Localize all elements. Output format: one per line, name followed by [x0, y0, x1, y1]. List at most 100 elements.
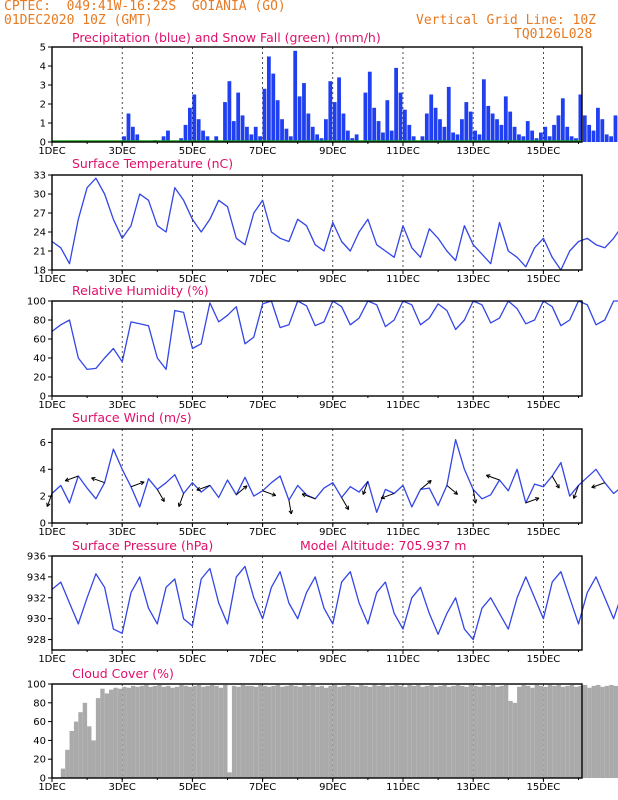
rh-ytick-label: 60	[33, 335, 46, 346]
precip-bar	[275, 100, 280, 142]
cloud-bar	[148, 686, 153, 778]
cloud-bar	[609, 684, 614, 778]
pressure-xtick-label: 9DEC	[319, 654, 346, 665]
precip-bar	[468, 111, 473, 142]
precip-bar	[324, 119, 328, 142]
wind-arrow-head	[64, 477, 70, 482]
wind-arrow	[446, 485, 458, 495]
precip-xtick-label: 5DEC	[179, 146, 206, 157]
cloud-bar	[117, 688, 123, 778]
cloud-bar	[473, 685, 478, 778]
rh-ytick-label: 40	[33, 354, 46, 365]
cloud-bar	[381, 684, 386, 778]
wind-arrow	[288, 500, 292, 515]
wind-arrow-head	[453, 490, 459, 495]
cloud-bar	[297, 686, 303, 778]
precip-xtick-label: 3DEC	[109, 146, 136, 157]
cloud-bar	[310, 684, 316, 778]
temp-frame	[51, 174, 583, 271]
cloud-bar	[359, 684, 364, 778]
cloud-bar	[319, 685, 325, 778]
precip-bar	[297, 96, 302, 142]
cloud-ytick-label: 100	[27, 680, 46, 691]
precip-bar	[258, 136, 262, 142]
precip-ytick-label: 2	[40, 100, 46, 111]
cloud-bar	[495, 686, 500, 778]
pressure-xtick-label: 1DEC	[38, 654, 65, 665]
rh-xtick-label: 9DEC	[319, 400, 346, 411]
cloud-bar	[201, 686, 206, 778]
precip-bar	[534, 138, 539, 142]
cloud-bar	[517, 686, 522, 778]
cloud-bar	[144, 684, 149, 778]
precip-bar	[266, 56, 271, 142]
precip-bar	[495, 119, 499, 142]
wind-arrow-head	[427, 479, 432, 485]
wind-arrow-head	[572, 494, 577, 499]
wind-arrow-head	[91, 476, 96, 482]
cloud-bar	[104, 693, 110, 778]
cloud-bar	[350, 685, 355, 778]
wind-arrow-head	[288, 509, 293, 515]
temp-xtick-label: 11DEC	[386, 274, 420, 285]
precip-ytick-label: 5	[40, 43, 46, 54]
pressure-ytick-label: 932	[27, 593, 46, 604]
precip-bar	[455, 134, 460, 142]
wind-arrow	[262, 490, 276, 497]
precip-bar	[473, 130, 477, 142]
rh-ytick-label: 100	[27, 297, 46, 308]
cloud-bar	[503, 684, 509, 778]
cloud-bar	[407, 684, 412, 778]
temp-xtick-label: 3DEC	[109, 274, 136, 285]
cloud-bar	[481, 684, 487, 778]
cloud-bar	[337, 686, 342, 778]
precip-bar	[354, 134, 359, 142]
cloud-bar	[385, 686, 390, 778]
precip-bar	[464, 102, 469, 142]
precip-bar	[166, 130, 170, 142]
precip-bar	[332, 102, 337, 142]
cloud-bar	[596, 684, 601, 778]
wind-arrow-head	[140, 480, 145, 486]
cloud-bar	[499, 685, 504, 778]
temp-ytick-label: 33	[33, 171, 46, 182]
cloud-bar	[258, 684, 263, 778]
cloud-bar	[253, 686, 259, 778]
grid-note: Vertical Grid Line: 10Z	[416, 13, 597, 28]
cloud-xtick-label: 15DEC	[527, 782, 561, 793]
cloud-bar	[161, 686, 167, 778]
precip-bar	[582, 115, 587, 142]
wind-arrow	[91, 477, 105, 484]
temp-xtick-label: 13DEC	[456, 274, 490, 285]
cloud-bar	[126, 687, 131, 778]
wind-arrow	[380, 492, 395, 499]
precip-bar	[271, 73, 276, 142]
precip-bar	[302, 83, 306, 142]
pressure-ytick-label: 928	[27, 635, 46, 646]
rh-ytick-label: 80	[33, 316, 46, 327]
precip-bar	[310, 126, 315, 142]
cloud-bar	[91, 740, 96, 778]
wind-arrow	[551, 475, 560, 489]
rh-xtick-label: 13DEC	[456, 400, 490, 411]
cloud-bar	[424, 685, 430, 778]
precip-bar	[442, 126, 447, 142]
wind-arrow	[130, 481, 145, 488]
precip-bar	[424, 113, 429, 142]
wind-arrow-head	[472, 499, 478, 504]
precip-bar	[420, 136, 425, 142]
precip-bar	[600, 119, 605, 142]
cloud-bar	[328, 685, 333, 778]
cloud-bar	[512, 702, 518, 778]
precip-bar	[135, 134, 140, 142]
cloud-bar	[109, 689, 114, 778]
model-altitude: Model Altitude: 705.937 m	[300, 538, 466, 553]
cloud-bar	[69, 731, 74, 778]
rh-panel: Relative Humidity (%) 0 20 40 60 80 100 1DEC 3DE…	[27, 283, 618, 411]
cloud-bar	[302, 684, 307, 778]
wind-arrow-head	[534, 497, 540, 502]
cloud-bar	[315, 686, 320, 778]
wind-arrow-head	[177, 502, 183, 507]
precip-bar	[407, 124, 412, 142]
pressure-xtick-label: 13DEC	[456, 654, 490, 665]
